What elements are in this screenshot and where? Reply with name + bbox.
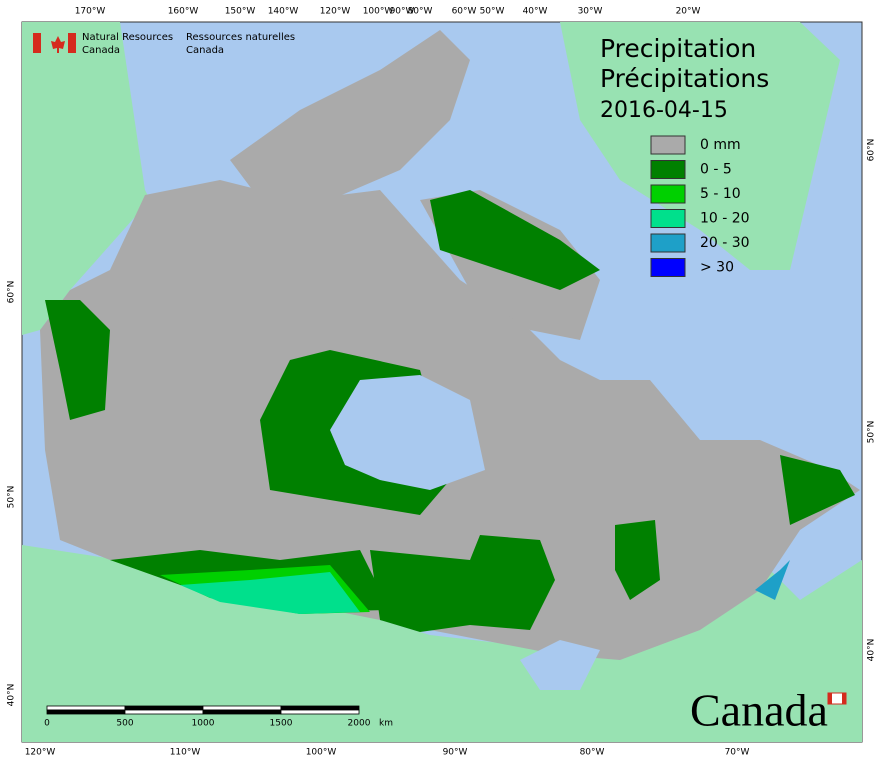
map-title: Precipitation [600,34,756,63]
wordmark: Canada [690,685,847,736]
longitude-label: 140°W [268,7,299,17]
precip-0-5 [45,300,110,420]
great-lakes [520,640,600,690]
map-frame [21,21,863,743]
canada-wordmark: Canada [690,685,828,736]
legend-label: 20 - 30 [700,235,750,251]
flag-bar [33,33,41,53]
latitude-label: 50°N [867,421,877,444]
longitude-label: 170°W [75,7,106,17]
longitude-label: 120°W [320,7,351,17]
longitude-label: 120°W [25,748,56,758]
agency-name: Canada [186,45,224,56]
scale-segment [46,709,126,715]
greenland-land [560,22,840,270]
agency-name: Natural Resources [82,32,173,43]
precip-10-20 [180,572,360,614]
latitude-label: 60°N [867,139,877,162]
flag-bar [828,693,832,704]
longitude-label: 60°W [452,7,477,17]
longitude-label: 90°W [390,7,415,17]
precip-0-5 [615,520,660,600]
flag-bar [68,33,76,53]
map-date: 2016-04-15 [600,98,728,123]
precip-0-5 [430,190,600,290]
agency-name: Canada [82,45,120,56]
scale-segment [124,709,204,715]
scale-segment [124,705,204,711]
legend-swatch [650,209,686,228]
scale-label: 1000 [192,719,215,729]
scale-segment [280,709,360,715]
arctic-islands [230,30,470,200]
legend-swatch [650,135,686,155]
longitude-label: 30°W [578,7,603,17]
scale-label: 2000 [348,719,371,729]
scale-segment [202,709,282,715]
legend-swatch [650,233,686,253]
legend-swatch [650,258,686,277]
scale-segment [46,705,126,711]
longitude-label: 80°W [408,7,433,17]
longitude-label: 70°W [725,748,750,758]
legend-swatch [650,160,686,179]
title-block: Precipitation Précipitations 2016-04-15 [600,34,769,123]
legend-label: 10 - 20 [700,211,750,227]
alaska-land [22,22,150,335]
longitude-label: 150°W [225,7,256,17]
longitude-label: 110°W [170,748,201,758]
scale-label: 500 [116,719,133,729]
legend-label: 5 - 10 [700,186,741,202]
legend: 0 mm 0 - 5 5 - 10 10 - 20 20 - 30 > 30 [650,135,750,277]
longitude-label: 20°W [676,7,701,17]
legend-label: 0 - 5 [700,162,732,178]
agency-signature: Natural Resources Canada Ressources natu… [33,32,295,56]
map-title: Précipitations [600,64,769,93]
longitude-label: 50°W [480,7,505,17]
scale-bar: 0 500 1000 1500 2000 km [44,705,393,729]
precip-0-5 [780,455,855,525]
scale-label: 1500 [270,719,293,729]
legend-swatch [650,184,686,204]
latitude-label: 40°N [867,639,877,662]
longitude-label: 90°W [443,748,468,758]
hudson-bay [330,375,485,490]
longitude-label: 40°W [523,7,548,17]
flag-bar [842,693,846,704]
legend-label: > 30 [700,260,734,276]
legend-label: 0 mm [700,137,741,153]
latitude-label: 40°N [7,684,17,707]
graticule-labels: 170°W 160°W 150°W 140°W 120°W 100°W90°W80°W 60… [7,7,877,758]
longitude-label: 80°W [580,748,605,758]
latitude-label: 60°N [7,281,17,304]
scale-unit: km [379,719,393,729]
scale-label: 0 [44,719,50,729]
precip-20-30 [755,560,790,600]
scale-segment [202,705,282,711]
longitude-label: 100°W [363,7,394,17]
maple-leaf [51,36,65,53]
scale-segment [280,705,360,711]
agency-name: Ressources naturelles [186,32,295,43]
longitude-label: 160°W [168,7,199,17]
precip-0-5 [370,535,555,632]
latitude-label: 50°N [7,486,17,509]
longitude-label: 100°W [306,748,337,758]
